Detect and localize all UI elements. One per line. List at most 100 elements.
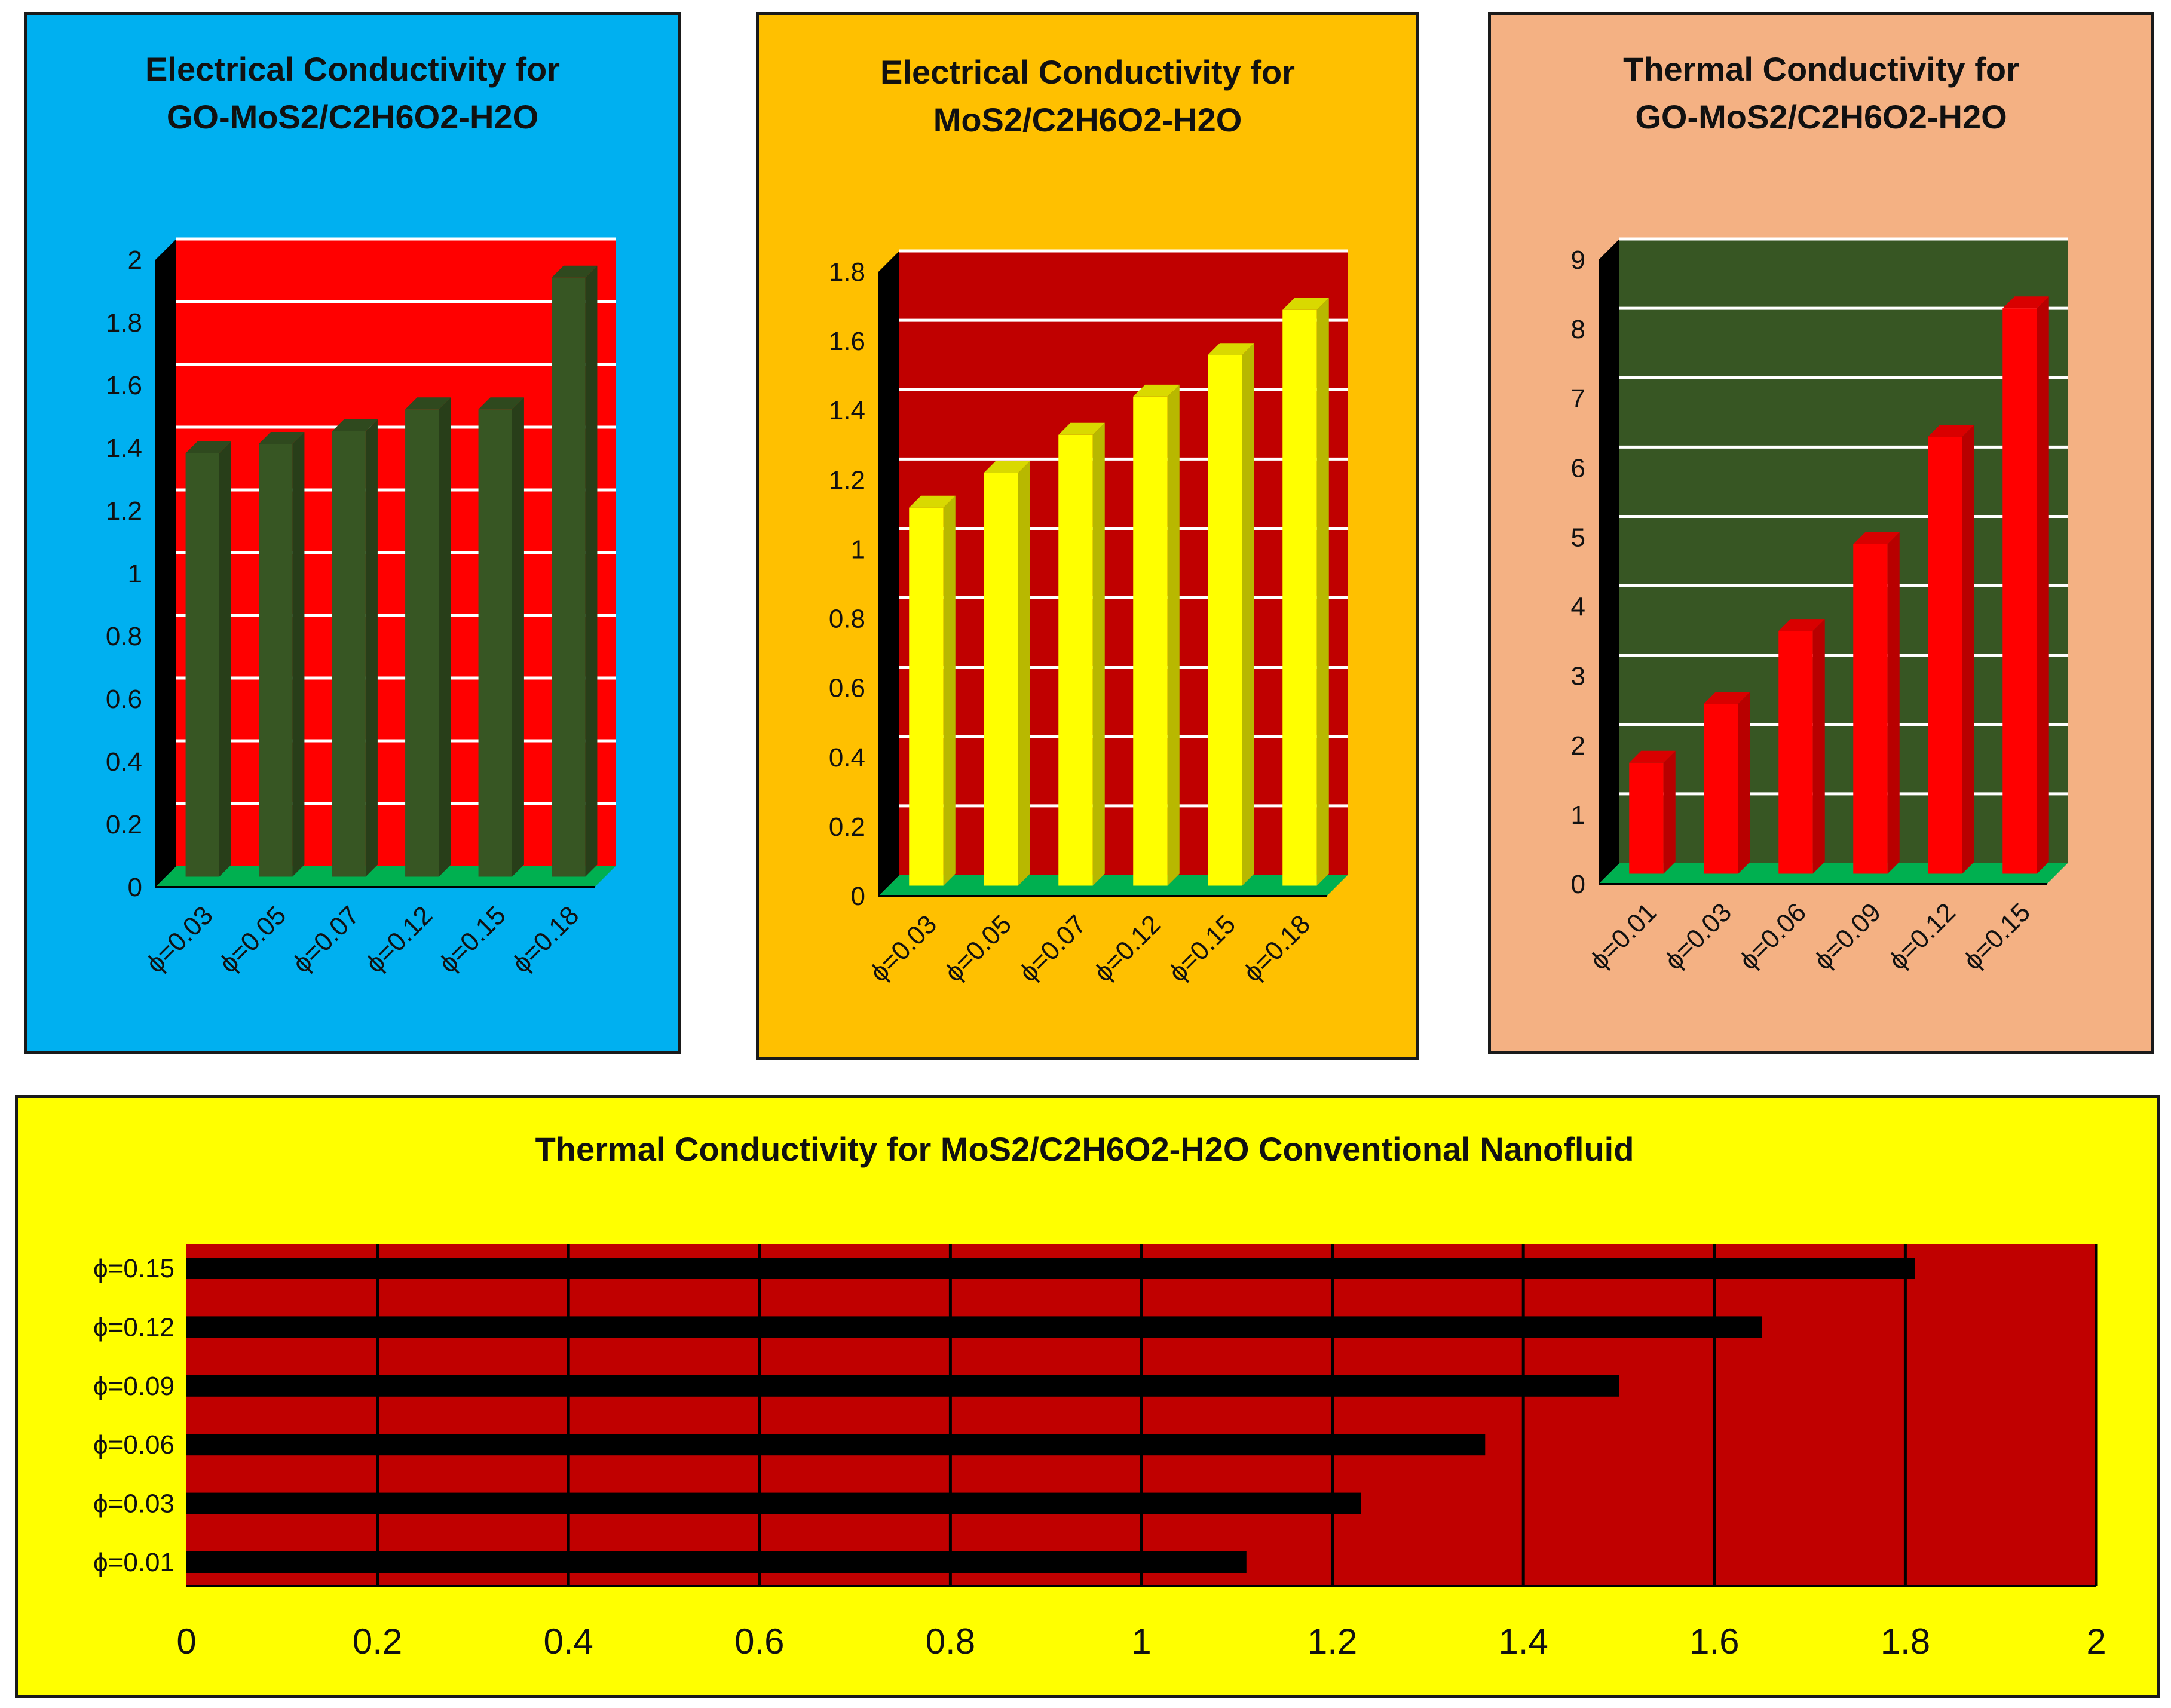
y-tick-label: 0.4 — [106, 747, 142, 777]
chart-title-line: GO-MoS2/C2H6O2-H2O — [1635, 98, 2007, 136]
bar — [405, 397, 451, 877]
y-tick-label: 1.8 — [829, 257, 865, 287]
category-label: ϕ=0.03 — [93, 1489, 174, 1519]
side-wall — [155, 239, 176, 887]
bar — [1778, 619, 1825, 874]
bar-front — [259, 444, 293, 877]
x-tick-label: 1.6 — [1689, 1621, 1739, 1661]
x-tick-label: 0.4 — [543, 1621, 593, 1661]
bar-side — [1962, 425, 1974, 874]
bar-side — [2037, 296, 2049, 874]
bar-side — [365, 419, 378, 877]
y-tick-label: 1.2 — [106, 496, 142, 526]
bar — [1629, 750, 1676, 874]
bar-top — [1058, 422, 1105, 435]
y-tick-label: 0.2 — [829, 812, 865, 842]
category-label: ϕ=0.12 — [93, 1313, 174, 1342]
chart-electrical-mos2: Electrical Conductivity for MoS2/C2H6O2-H… — [759, 15, 1416, 1057]
bar — [478, 397, 524, 877]
chart-electrical-go-mos2: Electrical Conductivity for GO-MoS2/C2H6O… — [27, 15, 678, 1051]
y-tick-label: 4 — [1571, 593, 1585, 622]
bar — [185, 441, 231, 877]
bar — [186, 1434, 1486, 1456]
y-tick-label: 0 — [128, 873, 142, 902]
bar-front — [1704, 704, 1738, 874]
y-tick-label: 0.6 — [829, 674, 865, 703]
bar-top — [1208, 343, 1254, 355]
x-tick-label: 0 — [176, 1621, 196, 1661]
bar-front — [332, 431, 366, 877]
x-tick-label: 1.2 — [1308, 1621, 1357, 1661]
x-tick-label: 1.4 — [1498, 1621, 1548, 1661]
bar-side — [512, 397, 524, 877]
y-tick-label: 6 — [1571, 453, 1585, 483]
bar — [186, 1258, 1915, 1279]
bar-front — [1133, 396, 1168, 886]
bar-top — [405, 397, 451, 410]
chart-title-line: Electrical Conductivity for — [145, 50, 560, 88]
bar-side — [1316, 298, 1329, 886]
y-tick-label: 1.4 — [829, 396, 865, 425]
y-tick-label: 1.6 — [106, 371, 142, 400]
chart-title-line: Electrical Conductivity for — [880, 53, 1295, 91]
chart-panel-electrical-go-mos2: Electrical Conductivity for GO-MoS2/C2H6O… — [24, 12, 681, 1054]
bar — [332, 419, 378, 877]
y-tick-label: 2 — [128, 246, 142, 275]
bar-side — [1242, 343, 1254, 886]
y-tick-label: 0.4 — [829, 743, 865, 772]
y-tick-label: 0.6 — [106, 685, 142, 714]
y-tick-label: 2 — [1571, 731, 1585, 761]
y-tick-label: 3 — [1571, 662, 1585, 691]
bar — [186, 1551, 1247, 1573]
bar — [1704, 692, 1750, 874]
y-tick-label: 1 — [1571, 801, 1585, 830]
y-tick-label: 1.8 — [106, 308, 142, 338]
bar-top — [1853, 532, 1900, 544]
side-wall — [878, 251, 899, 896]
bar-front — [478, 409, 512, 877]
y-tick-label: 8 — [1571, 315, 1585, 344]
bar-top — [185, 441, 231, 453]
y-tick-label: 1 — [128, 559, 142, 588]
bar-top — [1282, 298, 1329, 310]
bar-side — [1663, 750, 1676, 874]
bar-front — [1853, 544, 1888, 874]
category-label: ϕ=0.15 — [93, 1254, 174, 1283]
chart-title-line: GO-MoS2/C2H6O2-H2O — [167, 98, 538, 136]
bar-front — [909, 507, 944, 886]
bar — [909, 495, 956, 886]
bar — [1133, 384, 1180, 886]
bar — [2002, 296, 2049, 874]
bar — [984, 461, 1030, 886]
plot-back-wall — [899, 251, 1348, 875]
bar-side — [1887, 532, 1900, 874]
y-tick-label: 7 — [1571, 384, 1585, 413]
x-tick-label: 0.2 — [353, 1621, 402, 1661]
bar — [186, 1316, 1762, 1338]
chart-title-line: Thermal Conductivity for — [1623, 50, 2019, 88]
chart-panel-electrical-mos2: Electrical Conductivity for MoS2/C2H6O2-H… — [756, 12, 1419, 1060]
bar-side — [1018, 461, 1030, 886]
x-tick-label: 0.8 — [926, 1621, 975, 1661]
bar — [1208, 343, 1254, 886]
x-tick-label: 1 — [1131, 1621, 1151, 1661]
y-tick-label: 1 — [851, 535, 865, 564]
bar-front — [1629, 762, 1664, 874]
bar-side — [439, 397, 451, 877]
bar — [186, 1492, 1361, 1514]
y-tick-label: 1.6 — [829, 327, 865, 356]
bar-top — [1133, 384, 1180, 397]
chart-panel-thermal-mos2: Thermal Conductivity for MoS2/C2H6O2-H2O… — [15, 1095, 2160, 1698]
bar — [1282, 298, 1329, 886]
bar — [1853, 532, 1900, 874]
bar — [552, 265, 598, 877]
bar-top — [332, 419, 378, 431]
bar-front — [1282, 309, 1317, 886]
bar — [186, 1375, 1619, 1397]
bar-front — [1058, 434, 1093, 886]
bar-side — [292, 432, 305, 877]
y-tick-label: 0.2 — [106, 810, 142, 839]
bar-front — [405, 409, 439, 877]
bar-top — [1704, 692, 1750, 704]
x-tick-label: 2 — [2086, 1621, 2106, 1661]
